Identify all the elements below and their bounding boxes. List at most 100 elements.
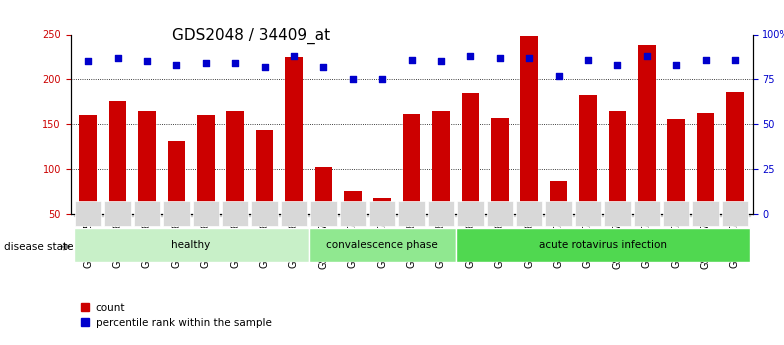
Point [699,57,712,62]
FancyBboxPatch shape [398,201,425,226]
Bar [256,130,274,259]
Bar [632,214,662,216]
Bar [550,181,568,259]
Bar [197,115,215,259]
Bar [132,214,162,216]
FancyBboxPatch shape [546,201,572,226]
Bar [456,214,485,216]
FancyBboxPatch shape [134,201,160,226]
Bar [314,167,332,259]
FancyBboxPatch shape [104,201,131,226]
FancyBboxPatch shape [163,201,190,226]
Bar [720,214,750,216]
Point [199,60,212,66]
Text: acute rotavirus infection: acute rotavirus infection [539,240,666,250]
FancyBboxPatch shape [369,201,395,226]
Bar [462,93,479,259]
Bar [138,111,156,259]
Point [493,55,506,61]
FancyBboxPatch shape [74,228,309,262]
FancyBboxPatch shape [722,201,748,226]
Bar [162,214,191,216]
Bar [521,36,538,259]
Bar [403,114,420,259]
FancyBboxPatch shape [457,201,484,226]
Bar [667,119,685,259]
FancyBboxPatch shape [575,201,601,226]
FancyBboxPatch shape [428,201,454,226]
Legend: count, percentile rank within the sample: count, percentile rank within the sample [76,298,276,332]
Bar [485,214,514,216]
Bar [79,115,97,259]
Bar [309,214,338,216]
Point [347,77,359,82]
Point [229,60,241,66]
Point [611,62,623,68]
FancyBboxPatch shape [193,201,219,226]
Bar [579,96,597,259]
Bar [397,214,426,216]
Text: disease state: disease state [4,242,74,252]
Point [582,57,594,62]
Bar [726,92,744,259]
Bar [250,214,279,216]
Bar [638,45,655,259]
Bar [191,214,220,216]
Bar [279,214,309,216]
Bar [426,214,456,216]
Bar [603,214,632,216]
Bar [109,101,126,259]
FancyBboxPatch shape [692,201,719,226]
Text: GDS2048 / 34409_at: GDS2048 / 34409_at [172,28,331,44]
Bar [168,141,185,259]
FancyBboxPatch shape [252,201,278,226]
Bar [338,214,368,216]
Bar [514,214,544,216]
Bar [544,214,573,216]
Bar [368,214,397,216]
FancyBboxPatch shape [487,201,513,226]
Point [728,57,741,62]
FancyBboxPatch shape [310,201,336,226]
FancyBboxPatch shape [604,201,630,226]
Bar [344,190,361,259]
FancyBboxPatch shape [281,201,307,226]
FancyBboxPatch shape [339,201,366,226]
FancyBboxPatch shape [75,201,101,226]
FancyBboxPatch shape [456,228,750,262]
Point [317,64,329,70]
Point [288,53,300,59]
FancyBboxPatch shape [663,201,689,226]
Bar [227,111,244,259]
Text: convalescence phase: convalescence phase [326,240,438,250]
Point [405,57,418,62]
FancyBboxPatch shape [633,201,660,226]
Point [376,77,388,82]
Bar [691,214,720,216]
Bar [697,112,714,259]
Point [464,53,477,59]
Bar [220,214,250,216]
Bar [103,214,132,216]
Bar [608,111,626,259]
Bar [285,57,303,259]
Point [523,55,535,61]
Point [258,64,270,70]
Bar [373,198,391,259]
Point [434,59,447,64]
Text: healthy: healthy [172,240,211,250]
FancyBboxPatch shape [309,228,456,262]
Point [170,62,183,68]
Bar [432,111,450,259]
Bar [74,214,103,216]
FancyBboxPatch shape [516,201,543,226]
Bar [491,118,509,259]
Point [670,62,682,68]
Point [140,59,153,64]
Bar [573,214,603,216]
Point [552,73,564,79]
Point [641,53,653,59]
Point [111,55,124,61]
Point [82,59,94,64]
FancyBboxPatch shape [222,201,249,226]
